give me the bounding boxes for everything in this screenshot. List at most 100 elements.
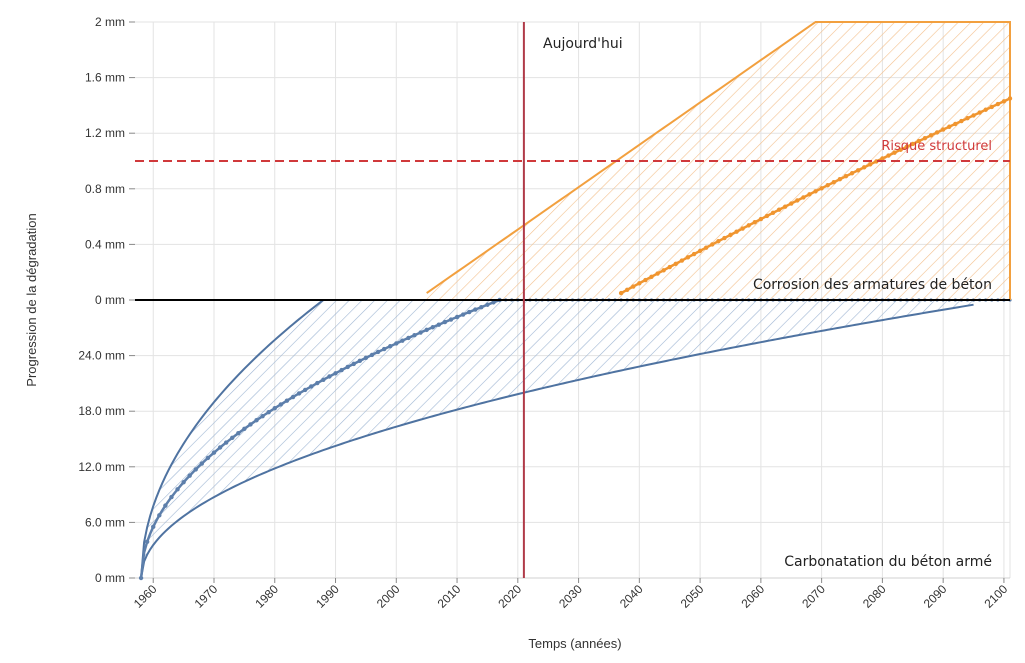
corrosion-median-point xyxy=(995,101,1001,107)
y-tick-label: 12.0 mm xyxy=(78,460,125,474)
corrosion-band-outline xyxy=(426,21,1011,300)
corrosion-median-point xyxy=(752,220,757,225)
corrosion-median-point xyxy=(953,121,958,127)
corrosion-median-point xyxy=(813,189,818,194)
carbonation-median-point xyxy=(388,344,393,349)
corrosion-median-point xyxy=(758,216,764,222)
carbonation-median-point xyxy=(296,391,302,396)
corrosion-median-point xyxy=(886,153,891,158)
today-label: Aujourd'hui xyxy=(543,36,623,52)
carbonation-median-point xyxy=(230,435,235,441)
corrosion-median-point xyxy=(624,287,630,292)
corrosion-median-point xyxy=(843,174,849,179)
y-axis-title: Progression de la dégradation xyxy=(24,213,39,386)
carbonation-median-point xyxy=(315,380,320,386)
carbonation-median-point xyxy=(400,338,405,343)
corrosion-median-point xyxy=(703,245,709,250)
corrosion-median-point xyxy=(789,201,794,206)
y-tick-label: 0 mm xyxy=(95,293,125,307)
x-tick-label: 2040 xyxy=(617,582,646,611)
carbonation-median-point xyxy=(357,358,363,364)
carbonation-median-point xyxy=(467,309,472,315)
carbonation-median-point xyxy=(406,335,411,341)
carbonation-median-point xyxy=(430,325,435,330)
carbonation-median-point xyxy=(442,319,448,325)
corrosion-median-point xyxy=(716,239,721,244)
carbonation-median-point xyxy=(151,524,156,530)
corrosion-median-point xyxy=(868,162,873,167)
corrosion-median-point xyxy=(819,186,824,191)
carbonation-median-point xyxy=(369,352,375,358)
corrosion-median-point xyxy=(989,104,994,110)
corrosion-median-point xyxy=(764,213,770,219)
carbonation-median-point xyxy=(260,413,265,419)
carbonation-median-point xyxy=(363,355,369,361)
x-tick-label: 2100 xyxy=(982,582,1011,611)
corrosion-median-point xyxy=(916,138,922,144)
x-tick-label: 2010 xyxy=(435,582,464,611)
carbonation-median-point xyxy=(144,539,150,545)
carbonation-median-point xyxy=(169,494,174,500)
reference-lines xyxy=(135,22,1010,578)
corrosion-median-point xyxy=(770,210,776,216)
carbonation-median-point xyxy=(211,450,217,455)
corrosion-median-point xyxy=(849,171,855,176)
carbonation-median-point xyxy=(491,300,496,305)
corrosion-median-point xyxy=(679,258,685,263)
corrosion-median-point xyxy=(807,192,812,197)
corrosion-median-point xyxy=(825,183,830,188)
carbonation-median-point xyxy=(460,312,466,317)
carbonation-median-point xyxy=(333,371,338,376)
carbonation-band xyxy=(138,297,1012,581)
carbonation-median-point xyxy=(375,349,381,355)
carbonation-upper-line xyxy=(140,299,324,579)
carbonation-median-point xyxy=(266,409,271,415)
corrosion-band-fill xyxy=(426,22,1011,300)
corrosion-band xyxy=(426,21,1013,300)
corrosion-median-point xyxy=(934,130,940,135)
x-tick-label: 2090 xyxy=(921,582,950,611)
corrosion-median-point xyxy=(643,277,648,283)
corrosion-median-point xyxy=(801,195,806,200)
carbonation-median-point xyxy=(309,384,314,389)
y-axis-ticks: 0 mm 0.4 mm 0.8 mm 1.2 mm 1.6 mm 2 mm 0 mm 6.0 … xyxy=(78,15,135,585)
carbonation-median-point xyxy=(339,367,344,373)
x-tick-label: 2050 xyxy=(678,582,707,611)
x-tick-label: 1990 xyxy=(313,582,342,611)
carbonation-median-point xyxy=(351,361,356,367)
carbonation-median-point xyxy=(187,473,192,478)
carbonation-median-point xyxy=(175,487,180,492)
carbonation-median-point xyxy=(424,327,429,333)
carbonation-median-point xyxy=(236,431,241,436)
x-axis-ticks: 1960 1970 1980 1990 2000 2010 2020 2030 2040 2050… xyxy=(131,578,1011,611)
y-tick-label: 0.4 mm xyxy=(85,237,125,251)
carbonation-median-point xyxy=(327,374,332,379)
corrosion-median-point xyxy=(940,127,946,132)
carbonation-median-point xyxy=(199,461,205,466)
x-tick-label: 2060 xyxy=(738,582,767,611)
carbonation-median-point xyxy=(448,317,454,322)
y-tick-label: 18.0 mm xyxy=(78,404,125,418)
corrosion-median-point xyxy=(861,165,867,170)
carbonation-median-point xyxy=(454,314,460,320)
carbonation-median-point xyxy=(242,426,247,431)
x-tick-label: 1960 xyxy=(131,582,160,611)
carbonation-median-point xyxy=(254,418,259,423)
corrosion-median-point xyxy=(959,118,964,124)
corrosion-median-point xyxy=(782,204,788,209)
corrosion-median-point xyxy=(710,242,715,247)
corrosion-median-point xyxy=(831,180,836,185)
corrosion-median-point xyxy=(685,255,691,260)
corrosion-median-point xyxy=(691,251,697,257)
corrosion-median-point xyxy=(722,235,727,241)
corrosion-median-point xyxy=(631,284,636,289)
corrosion-median-point xyxy=(618,290,624,296)
corrosion-median-point xyxy=(880,156,885,161)
corrosion-median-point xyxy=(734,229,739,234)
carbonation-median-point xyxy=(436,322,442,327)
corrosion-median-point xyxy=(661,268,666,273)
y-tick-label: 0.8 mm xyxy=(85,182,125,196)
corrosion-median-point xyxy=(904,144,909,150)
corrosion-median-point xyxy=(855,168,861,173)
carbonation-median-point xyxy=(223,440,229,445)
